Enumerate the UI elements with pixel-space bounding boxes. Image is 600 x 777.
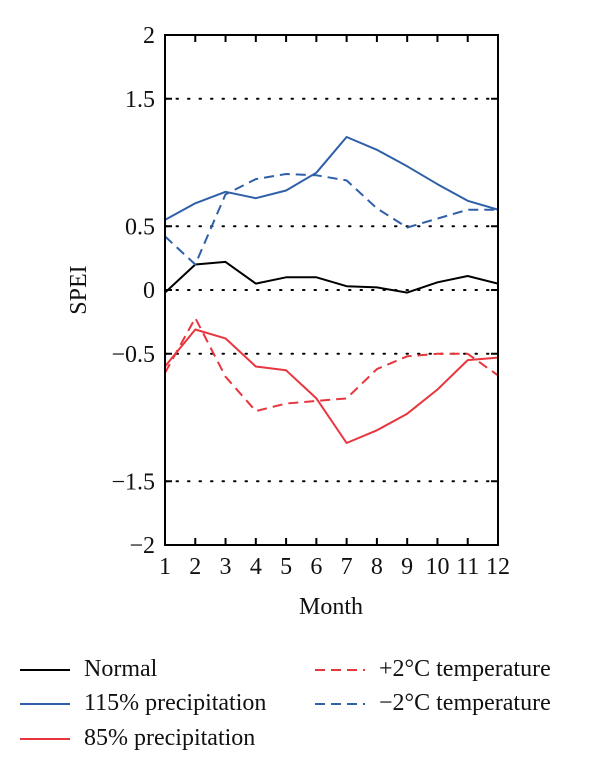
legend-label-115-precipitation: 115% precipitation: [84, 690, 267, 716]
legend-swatch-plus2-temperature: [315, 668, 365, 671]
x-tick-label-5: 6: [310, 554, 322, 580]
x-tick-label-0: 1: [159, 554, 171, 580]
x-tick-label-3: 4: [250, 554, 262, 580]
legend-label-normal: Normal: [84, 656, 158, 682]
series-line-2-c-temperature: [165, 173, 498, 266]
y-tick-label-0: −2: [129, 533, 155, 559]
x-tick-label-9: 10: [425, 554, 449, 580]
legend-label-85-precipitation: 85% precipitation: [84, 725, 256, 751]
legend: Normal 115% precipitation 85% precipitat…: [0, 640, 600, 770]
legend-swatch-85-precipitation: [20, 737, 70, 740]
x-tick-label-10: 11: [456, 554, 479, 580]
y-tick-label-3: 0: [143, 278, 155, 304]
x-tick-label-6: 7: [341, 554, 353, 580]
x-tick-label-1: 2: [189, 554, 201, 580]
y-tick-label-4: 0.5: [125, 214, 155, 240]
legend-item-plus2-temperature: +2°C temperature: [315, 656, 551, 683]
y-tick-label-1: −1.5: [111, 469, 155, 495]
spei-line-chart: −2−1.5−0.500.51.52 1 2 3 4 5 6 7 8 9 10 11 12 SPEI …: [66, 23, 510, 620]
series-line-normal: [165, 260, 498, 294]
y-axis-label: SPEI: [66, 265, 92, 314]
plot-frame: [164, 34, 499, 546]
legend-swatch-115-precipitation: [20, 702, 70, 705]
axis-ticks: [164, 34, 499, 546]
series-line-2-c-temperature: [165, 317, 498, 413]
y-tick-label-6: 2: [143, 23, 155, 49]
series-layer: [165, 136, 498, 444]
x-tick-labels: 1 2 3 4 5 6 7 8 9 10 11 12: [159, 554, 510, 580]
legend-swatch-minus2-temperature: [315, 702, 365, 705]
series-line-85-precipitation: [165, 328, 498, 444]
series-line-115-precipitation: [165, 136, 498, 221]
legend-item-normal: Normal: [20, 656, 157, 683]
legend-item-85-precipitation: 85% precipitation: [20, 725, 255, 752]
x-tick-label-2: 3: [220, 554, 232, 580]
legend-item-115-precipitation: 115% precipitation: [20, 690, 266, 717]
y-tick-labels: −2 −1.5 −0.5 0 0.5 1.5 2: [111, 23, 155, 559]
y-tick-label-2: −0.5: [111, 342, 155, 368]
x-tick-label-4: 5: [280, 554, 292, 580]
x-tick-label-8: 9: [401, 554, 413, 580]
legend-label-plus2-temperature: +2°C temperature: [379, 656, 551, 682]
y-tick-label-5: 1.5: [125, 87, 155, 113]
legend-label-minus2-temperature: −2°C temperature: [379, 690, 551, 716]
x-tick-label-7: 8: [371, 554, 383, 580]
x-tick-label-11: 12: [486, 554, 510, 580]
legend-swatch-normal: [20, 668, 70, 671]
x-axis-label: Month: [299, 594, 363, 620]
legend-item-minus2-temperature: −2°C temperature: [315, 690, 551, 717]
